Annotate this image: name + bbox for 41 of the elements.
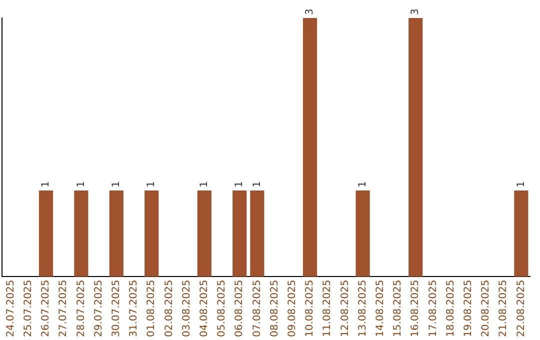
x-tick-label: 16.08.2025 — [410, 280, 422, 338]
x-tick-label: 29.07.2025 — [93, 280, 104, 338]
x-tick-label: 27.07.2025 — [58, 280, 70, 338]
data-label: 1 — [516, 181, 527, 188]
x-tick-label: 21.08.2025 — [498, 280, 510, 338]
x-tick-label: 01.08.2025 — [146, 280, 158, 338]
x-tick-label: 19.08.2025 — [462, 280, 474, 338]
x-tick-label: 06.08.2025 — [234, 280, 246, 338]
data-label: 3 — [410, 8, 422, 15]
data-label: 1 — [234, 181, 246, 188]
x-tick-label: 11.08.2025 — [322, 280, 334, 338]
data-label: 1 — [357, 181, 368, 188]
x-tick-label: 09.08.2025 — [286, 280, 298, 338]
x-tick-label: 03.08.2025 — [181, 280, 192, 338]
data-label: 1 — [76, 181, 87, 188]
data-label: 1 — [146, 181, 158, 188]
x-tick-label: 22.08.2025 — [516, 280, 527, 338]
data-label: 1 — [40, 181, 52, 188]
x-tick-label: 25.07.2025 — [22, 280, 34, 338]
data-label: 1 — [110, 181, 122, 188]
x-tick-label: 26.07.2025 — [40, 280, 52, 338]
x-tick-label: 14.08.2025 — [374, 280, 386, 338]
x-tick-label: 15.08.2025 — [392, 280, 404, 338]
x-tick-label: 02.08.2025 — [164, 280, 175, 338]
x-tick-label: 08.08.2025 — [269, 280, 280, 338]
data-label: 3 — [304, 8, 316, 15]
data-label: 1 — [198, 181, 210, 188]
x-tick-label: 20.08.2025 — [480, 280, 492, 338]
x-tick-label: 24.07.2025 — [5, 280, 16, 338]
x-tick-label: 10.08.2025 — [304, 280, 316, 338]
x-tick-label: 07.08.2025 — [252, 280, 263, 338]
x-tick-label: 13.08.2025 — [357, 280, 368, 338]
data-label: 1 — [252, 181, 263, 188]
x-tick-label: 30.07.2025 — [110, 280, 122, 338]
x-tick-label: 31.07.2025 — [128, 280, 140, 338]
x-tick-label: 17.08.2025 — [428, 280, 439, 338]
x-tick-label: 28.07.2025 — [76, 280, 87, 338]
x-tick-label: 04.08.2025 — [198, 280, 210, 338]
x-tick-label: 18.08.2025 — [445, 280, 456, 338]
x-tick-label: 05.08.2025 — [216, 280, 228, 338]
x-tick-label: 12.08.2025 — [340, 280, 351, 338]
